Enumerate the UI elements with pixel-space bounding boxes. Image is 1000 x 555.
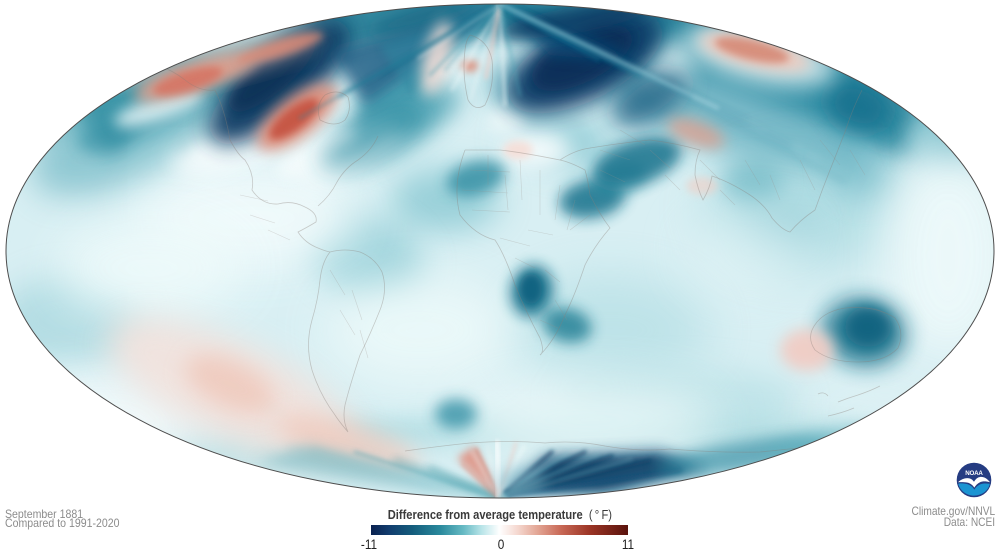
svg-text:NOAA: NOAA <box>965 470 983 477</box>
